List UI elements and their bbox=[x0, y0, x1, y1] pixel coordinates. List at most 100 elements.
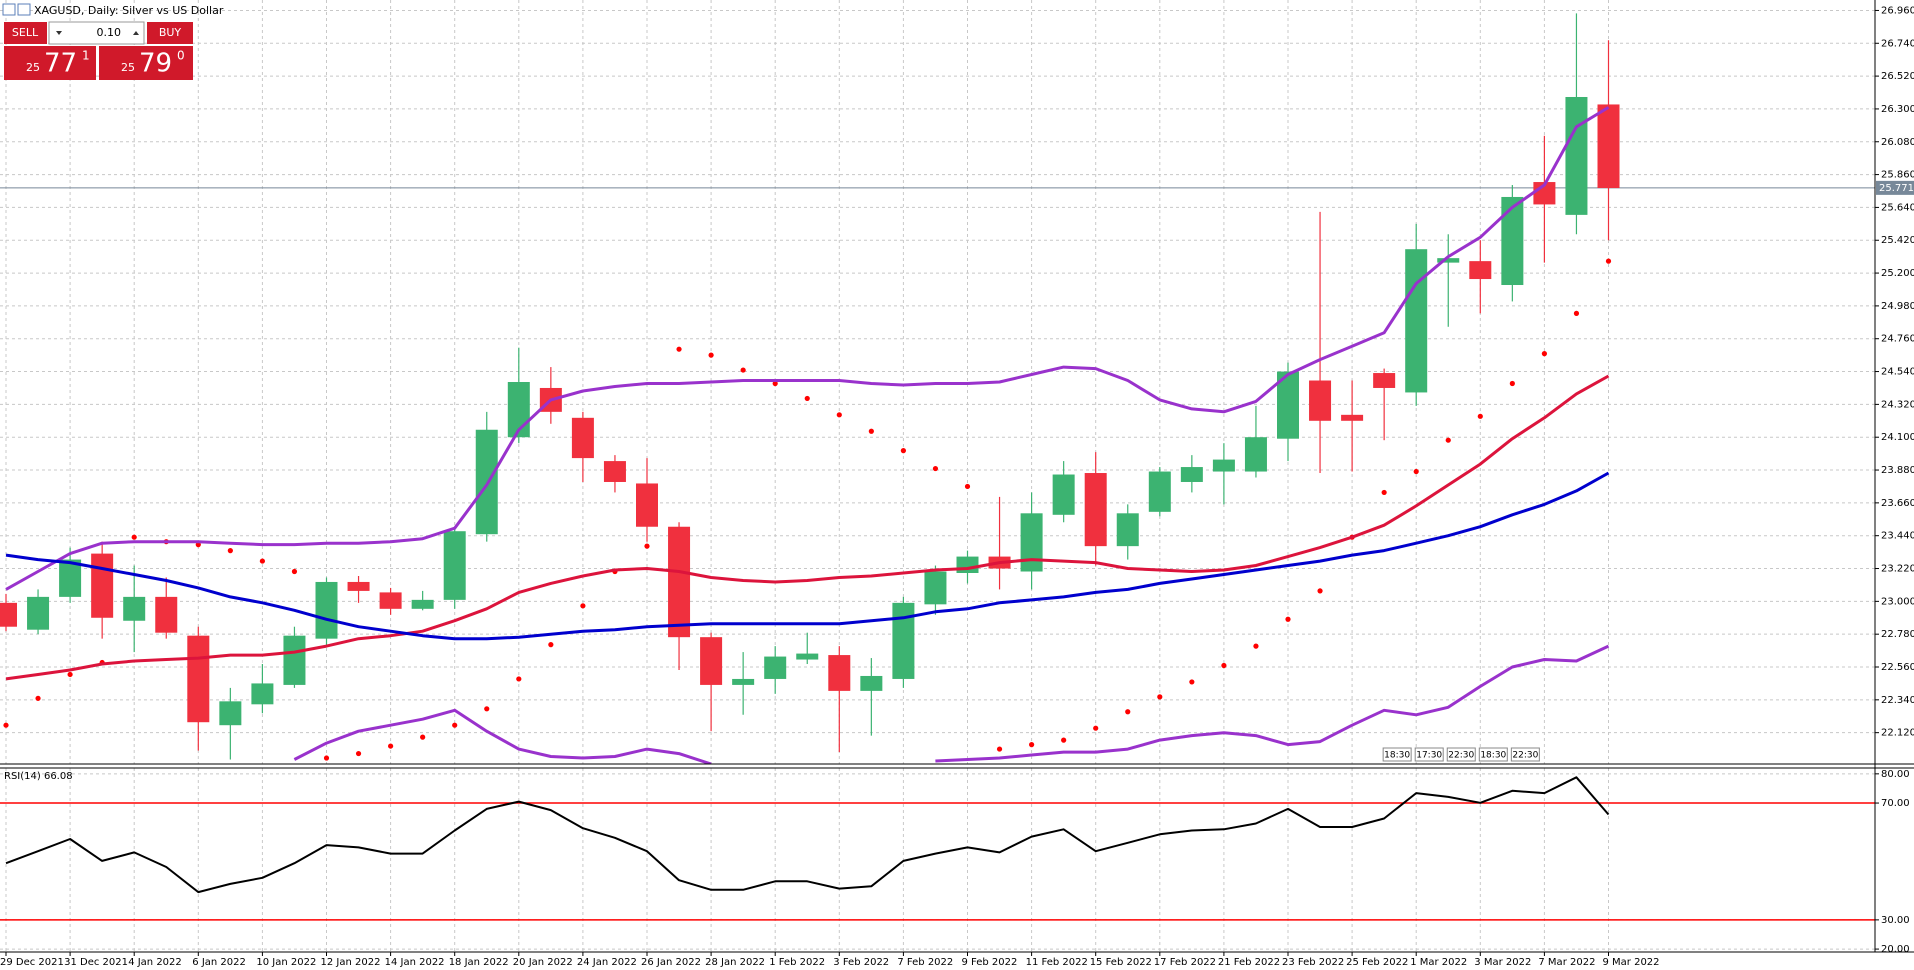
sar-dot bbox=[708, 352, 714, 358]
buy-button[interactable] bbox=[147, 22, 193, 44]
x-tick-label: 3 Mar 2022 bbox=[1474, 957, 1531, 968]
rsi-line bbox=[5, 776, 1610, 894]
sar-dot bbox=[772, 380, 778, 387]
sar-dot bbox=[932, 465, 939, 472]
candle-body bbox=[1373, 373, 1396, 388]
candle-body bbox=[603, 461, 626, 482]
x-tick-label: 23 Feb 2022 bbox=[1282, 957, 1344, 968]
candle-body bbox=[1020, 513, 1043, 572]
time-tag-box bbox=[1478, 747, 1508, 762]
y-tick-label: 25.640 bbox=[1881, 202, 1914, 213]
x-tick-label: 25 Feb 2022 bbox=[1346, 957, 1408, 968]
time-tag: 18:30 bbox=[1480, 751, 1506, 761]
x-tick-label: 31 Dec 2021 bbox=[64, 957, 128, 968]
y-tick-label: 30.00 bbox=[1881, 915, 1910, 926]
x-tick-label: 15 Feb 2022 bbox=[1090, 957, 1152, 968]
y-tick-label: 70.00 bbox=[1881, 798, 1910, 809]
y-tick-label: 23.440 bbox=[1881, 531, 1914, 542]
sar-dot bbox=[740, 367, 746, 373]
x-tick-label: 21 Feb 2022 bbox=[1218, 957, 1280, 968]
bid-main: 77 bbox=[44, 49, 77, 79]
indicator-line bbox=[5, 471, 1610, 641]
candle-body bbox=[27, 596, 50, 630]
sar-dot bbox=[676, 346, 682, 352]
sar-dot bbox=[3, 722, 9, 728]
sar-dot bbox=[195, 542, 201, 548]
sar-dot bbox=[1093, 725, 1099, 731]
candle-body bbox=[379, 592, 402, 609]
sar-dot bbox=[1477, 413, 1483, 419]
x-tick-label: 26 Jan 2022 bbox=[641, 957, 701, 968]
y-tick-label: 25.860 bbox=[1881, 170, 1914, 181]
y-tick-label: 80.00 bbox=[1881, 769, 1910, 780]
y-tick-label: 23.220 bbox=[1881, 564, 1914, 575]
sar-dot bbox=[484, 706, 490, 712]
x-tick-label: 9 Feb 2022 bbox=[962, 957, 1018, 968]
candle-body bbox=[251, 683, 274, 705]
grid bbox=[0, 0, 1875, 952]
candle-body bbox=[1148, 471, 1171, 512]
sar-dot bbox=[131, 534, 137, 540]
sell-button[interactable] bbox=[4, 22, 47, 44]
candle-body bbox=[1212, 459, 1235, 472]
candle-body bbox=[796, 653, 819, 660]
candle-body bbox=[700, 637, 723, 685]
candle-body bbox=[571, 417, 594, 459]
window-icon bbox=[2, 3, 16, 16]
indicator-line bbox=[5, 106, 1610, 591]
sar-dot bbox=[1029, 742, 1035, 748]
candle-body bbox=[219, 701, 242, 726]
ask-suffix: 0 bbox=[177, 49, 185, 63]
sar-dot bbox=[1253, 643, 1259, 649]
candle-body bbox=[315, 581, 338, 639]
sar-dot bbox=[1541, 351, 1547, 357]
time-tag-box bbox=[1414, 747, 1444, 762]
sar-dot bbox=[900, 448, 907, 454]
x-tick-label: 24 Jan 2022 bbox=[577, 957, 637, 968]
volume-up[interactable] bbox=[133, 31, 139, 35]
x-tick-label: 7 Mar 2022 bbox=[1538, 957, 1595, 968]
sar-dot bbox=[516, 676, 522, 682]
window-title: XAGUSD, Daily: Silver vs US Dollar bbox=[34, 4, 224, 17]
candle-body bbox=[1469, 261, 1492, 280]
sar-dot bbox=[1061, 737, 1067, 743]
volume-box[interactable] bbox=[48, 21, 145, 45]
sar-dot bbox=[323, 755, 330, 761]
time-tag: 22:30 bbox=[1512, 751, 1538, 761]
time-tag: 17:30 bbox=[1416, 751, 1442, 761]
candle-body bbox=[283, 635, 306, 685]
x-tick-label: 18 Jan 2022 bbox=[449, 957, 509, 968]
sar-dot bbox=[291, 568, 298, 575]
candle-body bbox=[187, 635, 210, 723]
x-tick-label: 28 Jan 2022 bbox=[705, 957, 765, 968]
candle-body bbox=[924, 571, 947, 605]
time-tag: 18:30 bbox=[1384, 751, 1410, 761]
rsi-title: RSI(14) 66.08 bbox=[4, 771, 73, 782]
y-tick-label: 24.980 bbox=[1881, 301, 1914, 312]
x-tick-label: 9 Mar 2022 bbox=[1603, 957, 1660, 968]
y-tick-label: 23.000 bbox=[1881, 596, 1914, 607]
y-tick-label: 26.740 bbox=[1881, 38, 1914, 49]
bid-box[interactable] bbox=[4, 46, 96, 80]
sar-dot bbox=[452, 722, 458, 728]
y-tick-label: 22.560 bbox=[1881, 662, 1914, 673]
x-tick-label: 11 Feb 2022 bbox=[1026, 957, 1088, 968]
x-tick-label: 14 Jan 2022 bbox=[385, 957, 445, 968]
y-tick-label: 23.880 bbox=[1881, 465, 1914, 476]
candle-body bbox=[1501, 196, 1524, 286]
ask-box[interactable] bbox=[99, 46, 193, 80]
sar-dot bbox=[1125, 709, 1131, 715]
candle-body bbox=[764, 656, 787, 679]
x-tick-label: 6 Jan 2022 bbox=[192, 957, 246, 968]
volume-down[interactable] bbox=[56, 31, 62, 35]
y-tick-label: 24.760 bbox=[1881, 334, 1914, 345]
candle-body bbox=[1309, 380, 1332, 421]
window-icon bbox=[17, 3, 31, 16]
sar-dot bbox=[420, 734, 426, 740]
candle-body bbox=[1405, 249, 1428, 393]
sar-dot bbox=[388, 743, 394, 749]
x-tick-label: 17 Feb 2022 bbox=[1154, 957, 1216, 968]
candle-body bbox=[1597, 104, 1620, 189]
candle-body bbox=[1116, 513, 1139, 547]
